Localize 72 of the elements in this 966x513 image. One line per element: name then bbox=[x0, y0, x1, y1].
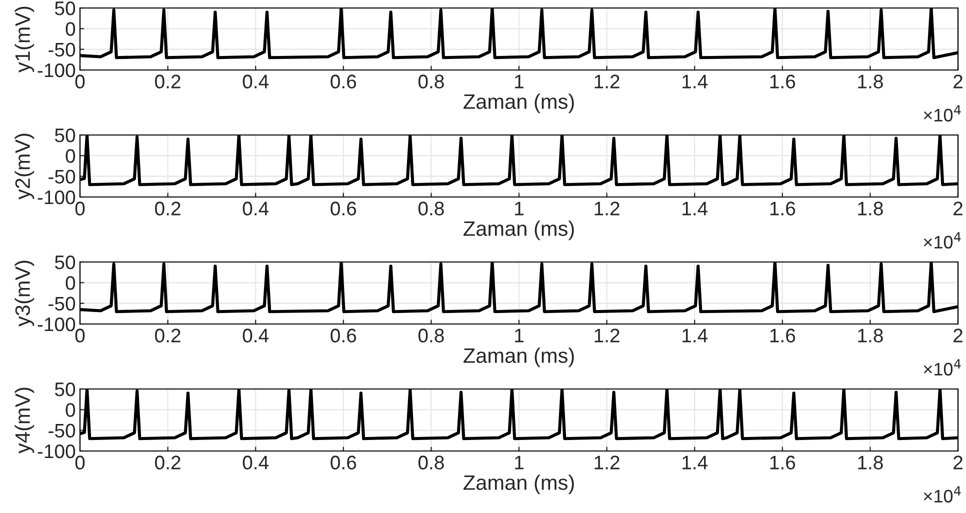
y-tick-label: -100 bbox=[38, 317, 76, 332]
y-tick-label: 50 bbox=[54, 382, 76, 396]
x-tick-label: 1.4 bbox=[682, 74, 708, 88]
x-tick-label: 0.2 bbox=[155, 456, 180, 470]
x-tick-label: 1.6 bbox=[770, 202, 796, 216]
x-tick-label: 2 bbox=[954, 456, 962, 470]
x-tick-label: 0.4 bbox=[242, 202, 269, 216]
x-tick-label: 0 bbox=[75, 328, 85, 342]
x-tick-label: 1.4 bbox=[682, 328, 708, 342]
x-tick-label: 0 bbox=[75, 456, 85, 470]
text: ×10$^{4}$ bbox=[924, 105, 961, 122]
x-tick-label: 0.8 bbox=[418, 328, 444, 342]
y-tick-label: -50 bbox=[48, 296, 76, 311]
x-axis-title: Zaman (ms) bbox=[464, 94, 574, 114]
x-tick-label: 1.2 bbox=[594, 328, 620, 342]
x-tick-label: 0 bbox=[75, 74, 85, 88]
y-tick-label: -50 bbox=[48, 424, 76, 438]
x-tick-label: 0.6 bbox=[330, 456, 356, 470]
y-tick-label: -50 bbox=[48, 42, 76, 57]
y-tick-label: -50 bbox=[48, 170, 76, 184]
y-tick-label: 50 bbox=[54, 255, 76, 270]
x-tick-label: 1.4 bbox=[682, 456, 708, 470]
x-tick-label: 1 bbox=[515, 456, 524, 470]
x-tick-label: 0.2 bbox=[155, 202, 180, 216]
x-tick-label: 1 bbox=[515, 328, 524, 342]
x-tick-label: 2 bbox=[954, 328, 962, 342]
x-tick-label: 1.8 bbox=[858, 202, 883, 216]
x-tick-label: 1.4 bbox=[682, 202, 708, 216]
text: ×10$^{4}$ bbox=[924, 486, 961, 503]
x-tick-label: 0.2 bbox=[155, 74, 180, 88]
x-tick-label: 1 bbox=[515, 202, 524, 216]
x-tick-label: 1.2 bbox=[594, 456, 620, 470]
x-tick-label: 0.6 bbox=[330, 328, 356, 342]
y-tick-label: 0 bbox=[66, 149, 76, 163]
x-tick-label: 1.8 bbox=[858, 456, 883, 470]
x-tick-label: 0 bbox=[75, 202, 85, 216]
x-tick-label: 1.2 bbox=[594, 74, 620, 88]
x-tick-label: 1 bbox=[515, 74, 524, 88]
x-tick-label: 1.2 bbox=[594, 202, 620, 216]
y-axis-title: y3(mV) bbox=[14, 260, 34, 327]
x-tick-label: 0.4 bbox=[242, 328, 269, 342]
x-tick-label: 1.8 bbox=[858, 74, 883, 88]
y-axis-title: y1(mV) bbox=[14, 6, 34, 73]
y-axis-title: y2(mV) bbox=[14, 134, 34, 200]
y-axis-title: y4(mV) bbox=[14, 388, 34, 454]
y-tick-label: 0 bbox=[66, 22, 76, 36]
x-tick-label: 0.6 bbox=[330, 74, 356, 88]
x-tick-label: 0.6 bbox=[330, 202, 356, 216]
y-tick-label: -100 bbox=[38, 444, 76, 458]
x-tick-label: 0.4 bbox=[242, 456, 269, 470]
x-tick-label: 2 bbox=[954, 202, 962, 216]
text: ×10$^{4}$ bbox=[924, 232, 961, 249]
y-tick-label: 50 bbox=[54, 1, 76, 16]
x-tick-label: 0.8 bbox=[418, 202, 444, 216]
x-tick-label: 1.6 bbox=[770, 74, 796, 88]
x-axis-title: Zaman (ms) bbox=[464, 220, 574, 240]
y-tick-label: -100 bbox=[38, 190, 76, 204]
y-tick-label: 0 bbox=[66, 276, 76, 290]
x-tick-label: 1.6 bbox=[770, 328, 796, 342]
x-axis-title: Zaman (ms) bbox=[464, 474, 574, 494]
x-axis-title: Zaman (ms) bbox=[464, 348, 574, 368]
x-tick-label: 0.8 bbox=[418, 74, 444, 88]
x-tick-label: 1.6 bbox=[770, 456, 796, 470]
x-tick-label: 0.4 bbox=[242, 74, 269, 88]
x-tick-label: 0.8 bbox=[418, 456, 444, 470]
y-tick-label: -100 bbox=[38, 63, 76, 78]
x-tick-label: 0.2 bbox=[155, 328, 180, 342]
y-tick-label: 0 bbox=[66, 403, 76, 417]
x-tick-label: 1.8 bbox=[858, 328, 883, 342]
text: ×10$^{4}$ bbox=[924, 359, 961, 376]
y-tick-label: 50 bbox=[54, 128, 76, 142]
x-tick-label: 2 bbox=[954, 74, 962, 88]
